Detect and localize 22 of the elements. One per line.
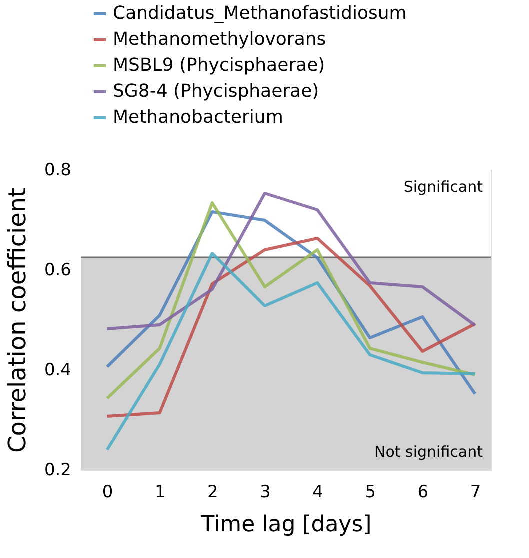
band-label: Not significant [374, 443, 484, 461]
band-label: Significant [404, 178, 484, 196]
y-tick-label: 0.6 [44, 260, 72, 280]
y-tick-label: 0.4 [44, 360, 72, 380]
x-axis-title: Time lag [days] [200, 512, 372, 538]
legend-label: Methanomethylovorans [113, 29, 326, 50]
legend-label: Methanobacterium [113, 107, 284, 128]
x-tick-label: 1 [154, 482, 166, 502]
x-tick-label: 6 [418, 482, 429, 502]
x-tick-label: 3 [260, 482, 271, 502]
y-tick-label: 0.8 [44, 160, 72, 180]
legend-label: Candidatus_Methanofastidiosum [113, 3, 407, 24]
x-tick-label: 2 [207, 482, 218, 502]
x-tick-label: 7 [470, 482, 482, 502]
x-tick-label: 0 [102, 482, 114, 502]
y-tick-label: 0.2 [44, 460, 72, 480]
y-axis-title: Correlation coefficient [3, 188, 32, 454]
legend-label: SG8-4 (Phycisphaerae) [113, 81, 320, 102]
x-tick-label: 5 [365, 482, 376, 502]
legend-label: MSBL9 (Phycisphaerae) [113, 55, 326, 76]
x-tick-label: 4 [312, 482, 324, 502]
line-series [106, 237, 477, 418]
